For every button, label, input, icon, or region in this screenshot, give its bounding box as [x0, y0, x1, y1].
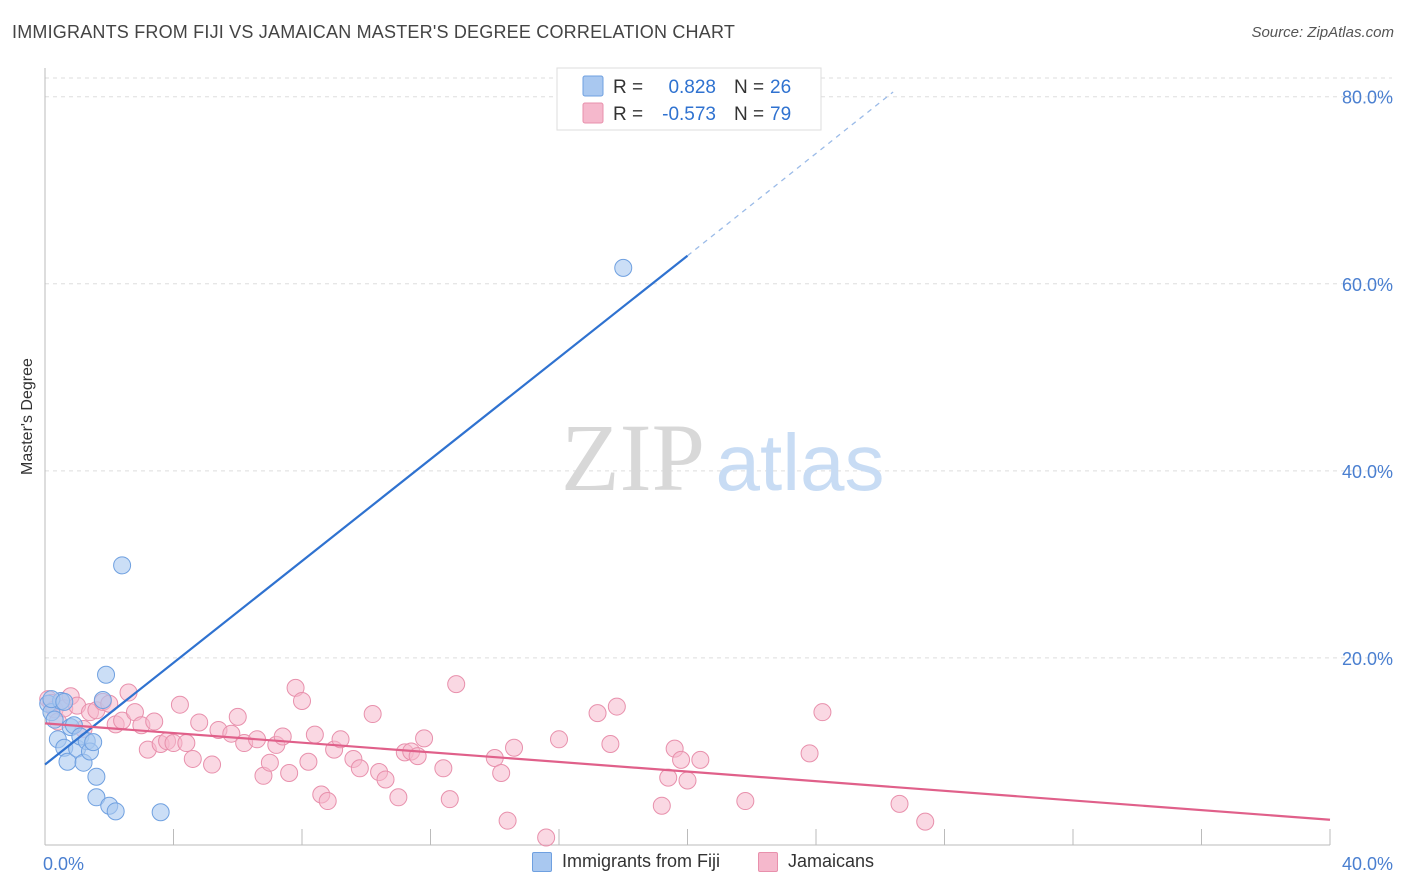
- y-tick-label-2: 60.0%: [1342, 275, 1393, 295]
- fiji-point: [113, 556, 132, 575]
- jamaicans-point: [736, 792, 755, 811]
- jamaicans-point: [607, 697, 626, 716]
- jamaicans-point: [145, 712, 164, 731]
- jamaicans-point: [299, 752, 318, 771]
- jamaicans-point: [652, 796, 671, 815]
- jamaicans-point: [293, 691, 311, 710]
- legend-jam-r-label: R =: [613, 104, 643, 125]
- legend-swatch-fiji-bottom: [531, 851, 552, 872]
- fiji-point: [106, 802, 125, 821]
- jamaicans-point: [363, 705, 382, 724]
- jamaicans-point: [228, 707, 247, 726]
- jamaicans-point: [588, 704, 607, 723]
- fiji-point: [55, 692, 74, 711]
- jamaicans-point: [890, 794, 909, 813]
- jamaicans-point: [260, 753, 279, 772]
- jamaicans-point: [318, 792, 337, 811]
- fiji-point: [97, 665, 116, 684]
- fiji-point: [614, 258, 633, 277]
- jamaicans-point: [440, 790, 459, 809]
- jamaicans-point: [183, 749, 202, 768]
- source-label: Source: ZipAtlas.com: [1251, 24, 1394, 41]
- jamaicans-point: [672, 750, 691, 769]
- watermark-atlas: atlas: [716, 418, 885, 507]
- jamaicans-point: [659, 768, 678, 787]
- jamaicans-point: [492, 763, 511, 782]
- legend-swatch-jam: [582, 102, 604, 124]
- jamaicans-point: [177, 734, 196, 753]
- fiji-point: [84, 733, 103, 752]
- jamaicans-point: [190, 713, 209, 732]
- jamaicans-point: [537, 828, 556, 847]
- y-tick-labels: 20.0% 40.0% 60.0% 80.0%: [1342, 88, 1393, 669]
- jamaicans-point: [434, 759, 453, 778]
- jamaicans-point: [601, 734, 620, 753]
- fiji-trend-line: [44, 254, 689, 766]
- legend-jam-r-value: -0.573: [662, 104, 716, 125]
- fiji-point: [87, 788, 106, 807]
- y-tick-label-1: 40.0%: [1342, 462, 1393, 482]
- jamaicans-point: [447, 675, 466, 694]
- jamaicans-point: [415, 729, 434, 748]
- jamaicans-point: [505, 738, 524, 757]
- y-tick-label-3: 80.0%: [1342, 88, 1393, 108]
- jamaicans-point: [916, 812, 935, 831]
- legend-item-jamaicans: Jamaicans: [757, 851, 875, 872]
- jamaicans-point: [389, 788, 408, 807]
- jamaicans-point: [813, 703, 832, 722]
- legend-label-fiji: Immigrants from Fiji: [561, 851, 720, 871]
- series-legend: Immigrants from Fiji Jamaicans: [0, 851, 1406, 872]
- jamaicans-point: [550, 730, 568, 749]
- jamaicans-point: [331, 730, 350, 749]
- fiji-point: [151, 803, 170, 822]
- grid-lines: [45, 77, 1392, 659]
- jamaicans-point: [691, 750, 710, 769]
- legend-fiji-r-label: R =: [613, 77, 643, 98]
- fiji-trend-extension: [687, 91, 894, 257]
- jamaicans-point: [350, 759, 369, 778]
- legend-swatch-fiji: [582, 75, 604, 97]
- fiji-point: [87, 767, 106, 786]
- y-axis-label: Master's Degree: [19, 358, 36, 475]
- correlation-legend: R = 0.828 N = 26 R = -0.573 N = 79: [556, 67, 822, 131]
- legend-item-fiji: Immigrants from Fiji: [531, 851, 720, 872]
- series-jamaicans: [39, 675, 935, 847]
- legend-jam-n-label: N =: [734, 104, 764, 125]
- jamaicans-point: [280, 763, 299, 782]
- jamaicans-point: [305, 725, 324, 744]
- legend-jam-n-value: 79: [770, 104, 791, 125]
- jamaicans-point: [678, 771, 697, 790]
- jamaicans-point: [376, 770, 395, 789]
- fiji-point: [93, 691, 112, 710]
- x-tick-label-0: 0.0%: [43, 854, 84, 874]
- watermark: ZIP atlas: [561, 404, 884, 511]
- legend-fiji-n-label: N =: [734, 77, 764, 98]
- legend-label-jamaicans: Jamaicans: [787, 851, 875, 871]
- jamaicans-point: [498, 811, 517, 830]
- legend-swatch-jam-bottom: [757, 851, 778, 872]
- x-tick-labels: 0.0% 40.0%: [43, 854, 1393, 874]
- jamaicans-trend-line: [44, 722, 1331, 821]
- watermark-zip: ZIP: [561, 404, 705, 511]
- trend-lines: [44, 91, 1331, 821]
- legend-fiji-r-value: 0.828: [668, 77, 716, 98]
- x-tick-label-1: 40.0%: [1342, 854, 1393, 874]
- y-tick-label-0: 20.0%: [1342, 649, 1393, 669]
- jamaicans-point: [800, 744, 819, 763]
- jamaicans-point: [203, 755, 222, 774]
- chart-title: IMMIGRANTS FROM FIJI VS JAMAICAN MASTER'…: [12, 22, 736, 42]
- legend-fiji-n-value: 26: [770, 77, 791, 98]
- jamaicans-point: [170, 695, 189, 714]
